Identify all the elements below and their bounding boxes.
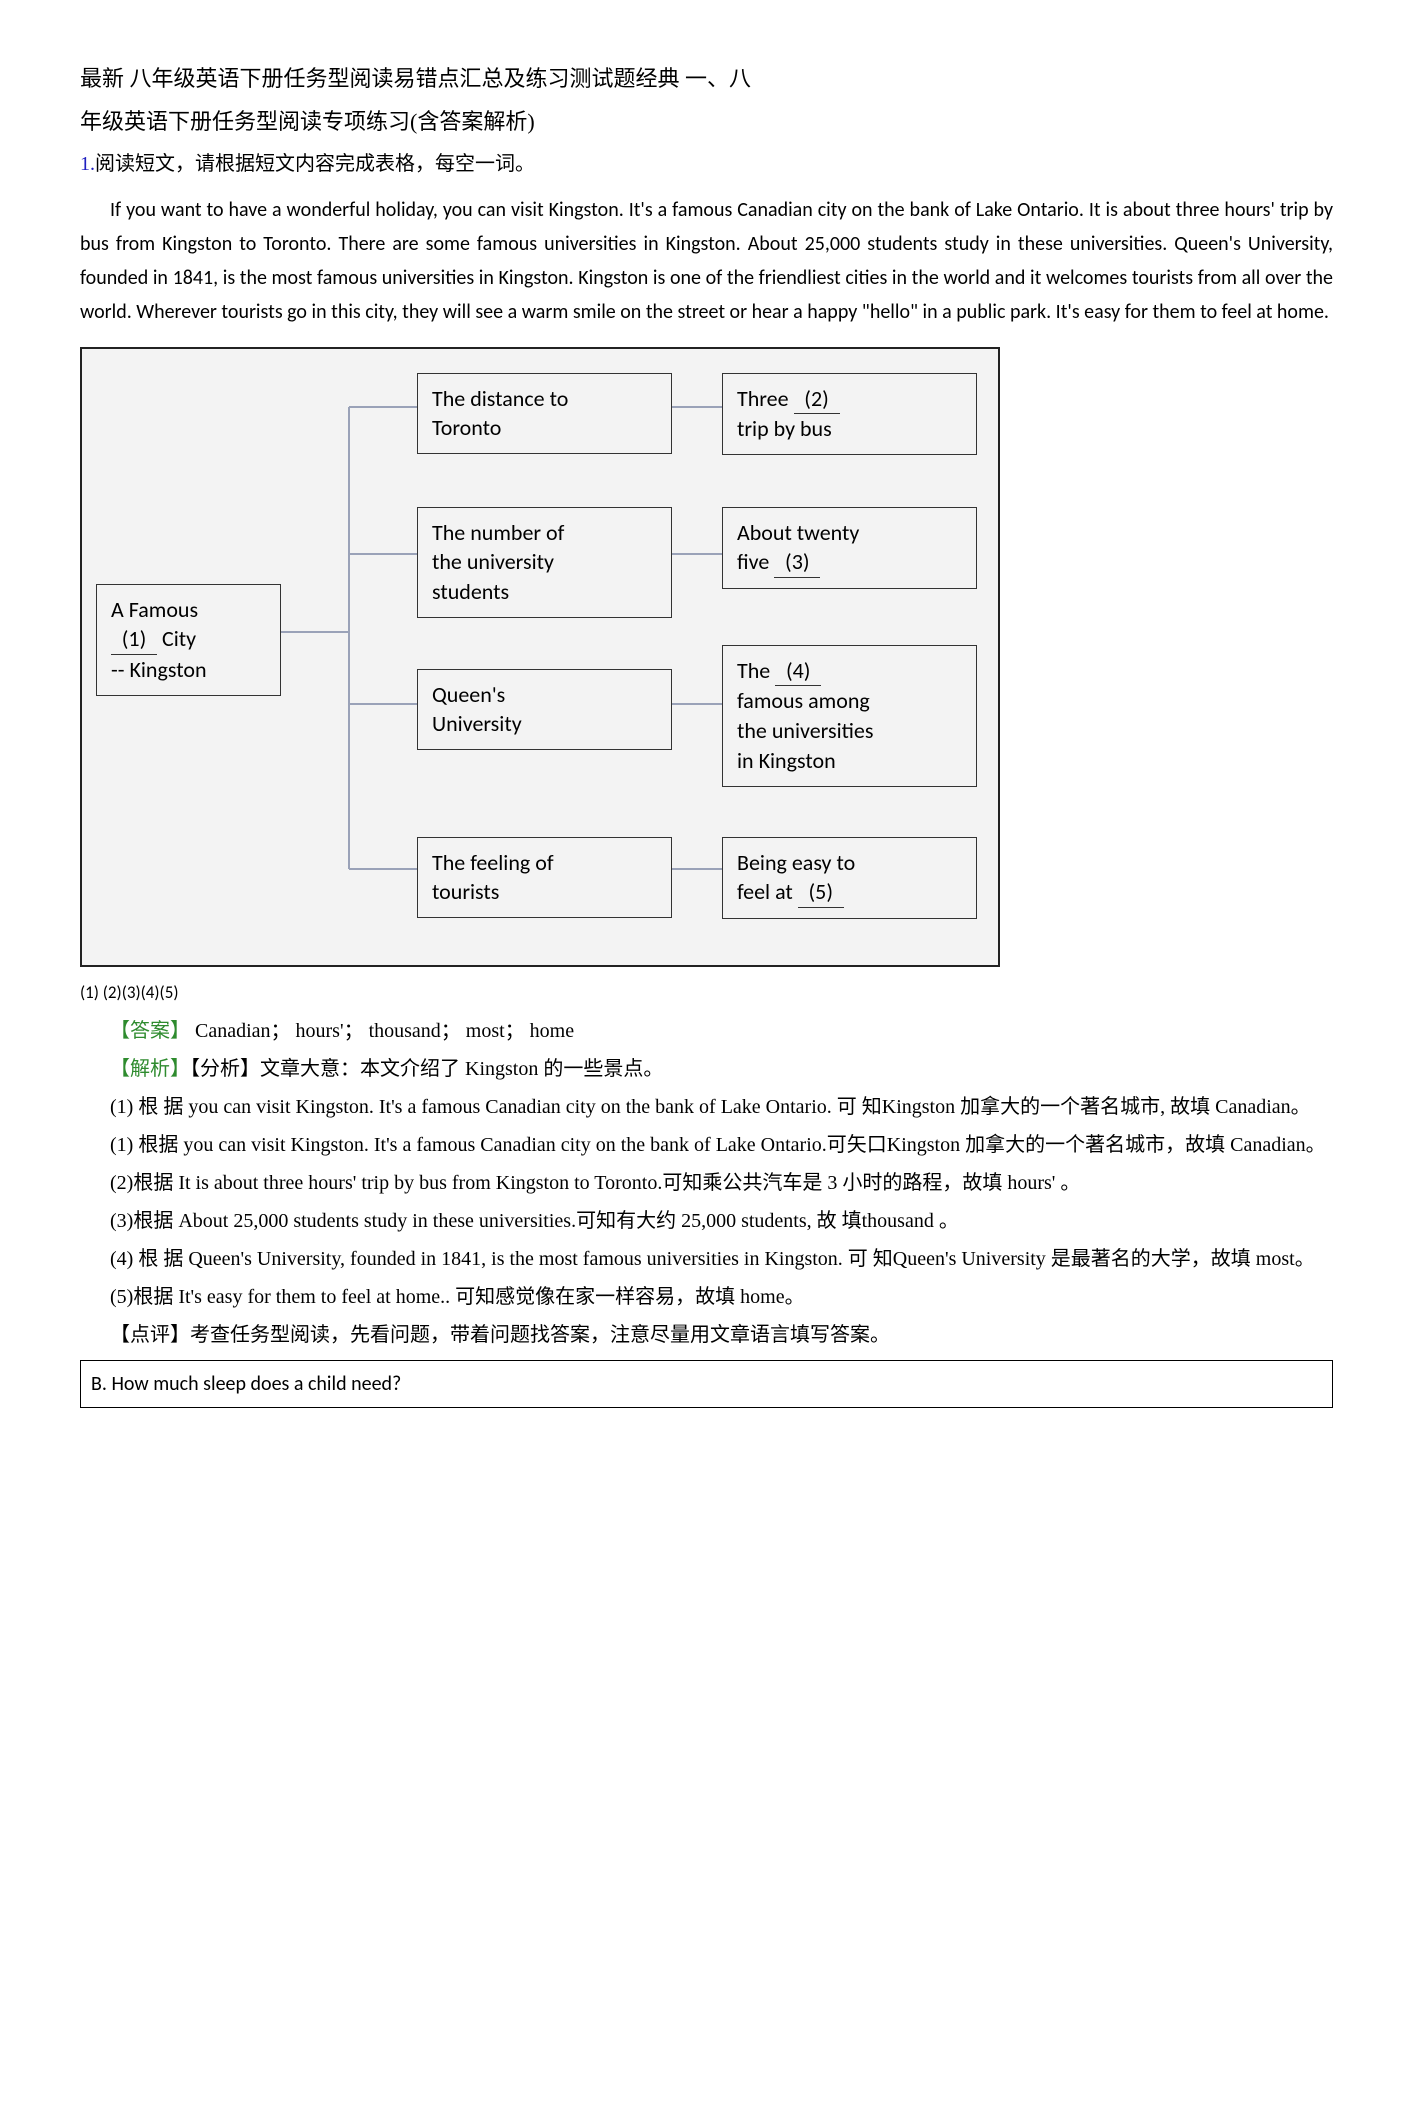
leaf-node-1: About twentyfive (3) (722, 507, 977, 589)
mid-node-1: The number of the university students (417, 507, 672, 618)
explanation-point-5: (5)根据 It's easy for them to feel at home… (80, 1280, 1333, 1314)
explanation-point-2: (2)根据 It is about three hours' trip by b… (80, 1166, 1333, 1200)
explanation-point-0: (1) 根 据 you can visit Kingston. It's a f… (80, 1090, 1333, 1124)
explanation-point-4: (4) 根 据 Queen's University, founded in 1… (80, 1242, 1333, 1276)
mid-node-2: Queen's University (417, 669, 672, 750)
question-stem: 1.阅读短文，请根据短文内容完成表格，每空一词。 (80, 147, 1333, 181)
next-question-box: B. How much sleep does a child need? (80, 1360, 1333, 1408)
title-line-1: 最新 八年级英语下册任务型阅读易错点汇总及练习测试题经典 一、八 (80, 60, 1333, 97)
question-number: 1. (80, 153, 95, 175)
root-node: A Famous(1) City-- Kingston (96, 584, 281, 696)
leaf-node-0: Three (2)trip by bus (722, 373, 977, 455)
leaf-node-3: Being easy tofeel at (5) (722, 837, 977, 919)
analysis-block: 【解析】【分析】文章大意：本文介绍了 Kingston 的一些景点。 (80, 1052, 1333, 1086)
blank-index-list: (1) (2)(3)(4)(5) (80, 979, 1333, 1008)
analysis-label: 【解析】 (110, 1058, 190, 1080)
leaf-node-2: The (4)famous amongthe universitiesin Ki… (722, 645, 977, 787)
title-line-2: 年级英语下册任务型阅读专项练习(含答案解析) (80, 103, 1333, 140)
reading-passage: If you want to have a wonderful holiday,… (80, 193, 1333, 329)
question-instruction: 阅读短文，请根据短文内容完成表格，每空一词。 (95, 153, 535, 175)
concept-map-diagram: A Famous(1) City-- Kingston The distance… (80, 347, 1000, 967)
answer-label: 【答案】 (110, 1020, 195, 1042)
answer-text: Canadian； hours'； thousand； most； home (195, 1020, 574, 1042)
comment-text: 考查任务型阅读，先看问题，带着问题找答案，注意尽量用文章语言填写答案。 (190, 1324, 890, 1346)
explanation-point-1: (1) 根据 you can visit Kingston. It's a fa… (80, 1128, 1333, 1162)
comment-label: 【点评】 (110, 1324, 190, 1346)
mid-node-3: The feeling of tourists (417, 837, 672, 918)
explanation-point-3: (3)根据 About 25,000 students study in the… (80, 1204, 1333, 1238)
answer-block: 【答案】 Canadian； hours'； thousand； most； h… (80, 1014, 1333, 1048)
comment-block: 【点评】考查任务型阅读，先看问题，带着问题找答案，注意尽量用文章语言填写答案。 (80, 1318, 1333, 1352)
mid-node-0: The distance to Toronto (417, 373, 672, 454)
analysis-text: 【分析】文章大意：本文介绍了 Kingston 的一些景点。 (190, 1058, 663, 1080)
